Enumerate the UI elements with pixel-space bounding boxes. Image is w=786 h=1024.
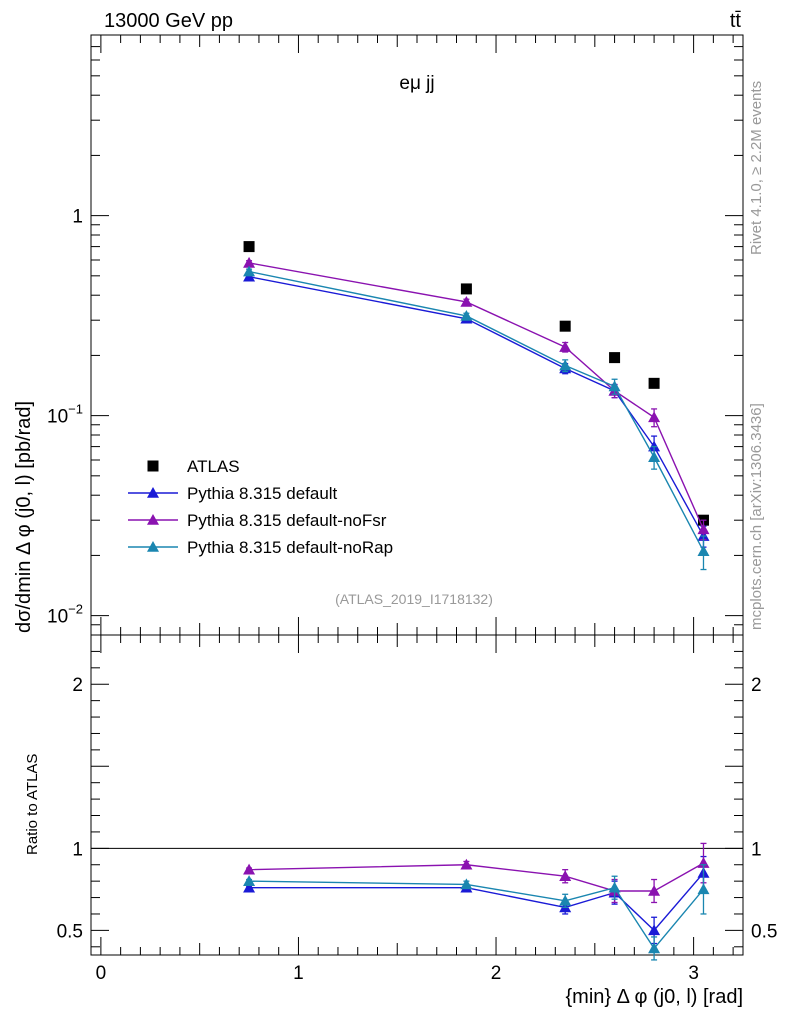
x-tick-label: 3 <box>688 963 699 984</box>
ratio-pythia-8-315-default-norap-point <box>243 875 256 886</box>
legend-marker <box>147 460 159 472</box>
pythia-8-315-default-norap-point <box>697 545 710 556</box>
process-label: tt̄ <box>730 10 742 32</box>
atlas-point <box>460 283 472 295</box>
pythia-8-315-default-nofsr-point <box>648 411 661 423</box>
ratio-pythia-8-315-default-norap-point <box>460 878 473 890</box>
pythia-8-315-default-norap-point <box>648 451 661 462</box>
legend-marker <box>147 487 159 498</box>
legend-marker <box>147 514 159 525</box>
rivet-version-label: Rivet 4.1.0, ≥ 2.2M events <box>748 81 765 255</box>
legend-label: Pythia 8.315 default-noRap <box>187 538 393 557</box>
ratio-y-axis-label: Ratio to ATLAS <box>24 754 41 855</box>
channel-label: eμ jj <box>399 73 434 94</box>
main-y-tick-label: 10−2 <box>47 602 83 628</box>
ratio-pythia-8-315-default-nofsr-point <box>243 863 256 875</box>
main-y-tick-exponent: −2 <box>68 602 83 617</box>
main-y-tick-exponent: −1 <box>68 402 83 417</box>
ratio-series-layer <box>243 842 710 961</box>
ratio-axis-ticks: 0.5 0.5 1 1 2 2 0 1 2 3 <box>57 634 777 984</box>
ratio-y-tick-label-right: 0.5 <box>751 921 777 942</box>
pythia-8-315-default-nofsr-point <box>460 295 473 307</box>
pythia-8-315-default-nofsr-line <box>248 262 705 530</box>
ratio-y-tick-label-right: 2 <box>751 675 762 696</box>
legend-marker <box>147 541 159 552</box>
main-y-axis-label: dσ/dmin Δ φ (j0, l) [pb/rad] <box>13 401 35 633</box>
ratio-y-tick-label: 0.5 <box>57 921 83 942</box>
ratio-panel-frame <box>90 634 744 956</box>
ratio-pythia-8-315-default-nofsr-point <box>460 858 473 870</box>
pythia-8-315-default-nofsr-point <box>559 341 572 352</box>
ratio-pythia-8-315-default-nofsr-point <box>559 870 572 882</box>
ratio-y-tick-label: 2 <box>72 675 83 696</box>
main-series-layer <box>243 241 710 571</box>
ratio-pythia-8-315-default-line <box>249 872 705 932</box>
pythia-8-315-default-norap-point <box>559 359 572 371</box>
atlas-point <box>648 377 660 389</box>
mcplots-label: mcplots.cern.ch [arXiv:1306.3436] <box>748 403 765 630</box>
pythia-8-315-default-norap-point <box>243 265 256 277</box>
ratio-pythia-8-315-default-norap-point <box>559 894 572 906</box>
ratio-pythia-8-315-default-norap-line <box>249 880 705 950</box>
x-tick-label: 1 <box>293 963 304 984</box>
legend: ATLAS Pythia 8.315 default Pythia 8.315 de… <box>128 457 393 557</box>
main-y-tick-label: 1 <box>72 207 83 228</box>
ratio-pythia-8-315-default-norap-point <box>697 883 710 895</box>
ratio-pythia-8-315-default-point <box>648 924 661 936</box>
pythia-8-315-default-nofsr-point <box>243 256 256 268</box>
atlas-point <box>559 320 571 332</box>
x-tick-label: 2 <box>491 963 502 984</box>
main-y-tick-label: 10−1 <box>47 402 83 428</box>
legend-label: ATLAS <box>187 457 240 476</box>
ratio-pythia-8-315-default-norap-point <box>608 881 621 893</box>
legend-label: Pythia 8.315 default-noFsr <box>187 511 387 530</box>
ratio-y-tick-label-right: 1 <box>751 839 762 860</box>
x-axis-label: {min} Δ φ (j0, l) [rad] <box>566 986 744 1008</box>
ratio-pythia-8-315-default-norap-point <box>648 942 661 954</box>
x-tick-label: 0 <box>96 963 107 984</box>
beam-label: 13000 GeV pp <box>104 10 233 32</box>
analysis-id-label: (ATLAS_2019_I1718132) <box>335 591 493 607</box>
pythia-8-315-default-norap-point <box>460 309 473 321</box>
atlas-point <box>243 241 255 253</box>
pythia-8-315-default-line <box>248 276 705 537</box>
legend-label: Pythia 8.315 default <box>187 484 338 503</box>
ratio-pythia-8-315-default-nofsr-point <box>648 885 661 896</box>
ratio-y-tick-label: 1 <box>72 839 83 860</box>
pythia-8-315-default-norap-line <box>248 270 705 552</box>
ratio-pythia-8-315-default-point <box>243 881 256 893</box>
atlas-point <box>609 352 621 364</box>
ratio-pythia-8-315-default-nofsr-line <box>249 862 704 892</box>
pythia-8-315-default-norap-point <box>608 380 621 392</box>
pythia-8-315-default-nofsr-point <box>697 523 710 535</box>
